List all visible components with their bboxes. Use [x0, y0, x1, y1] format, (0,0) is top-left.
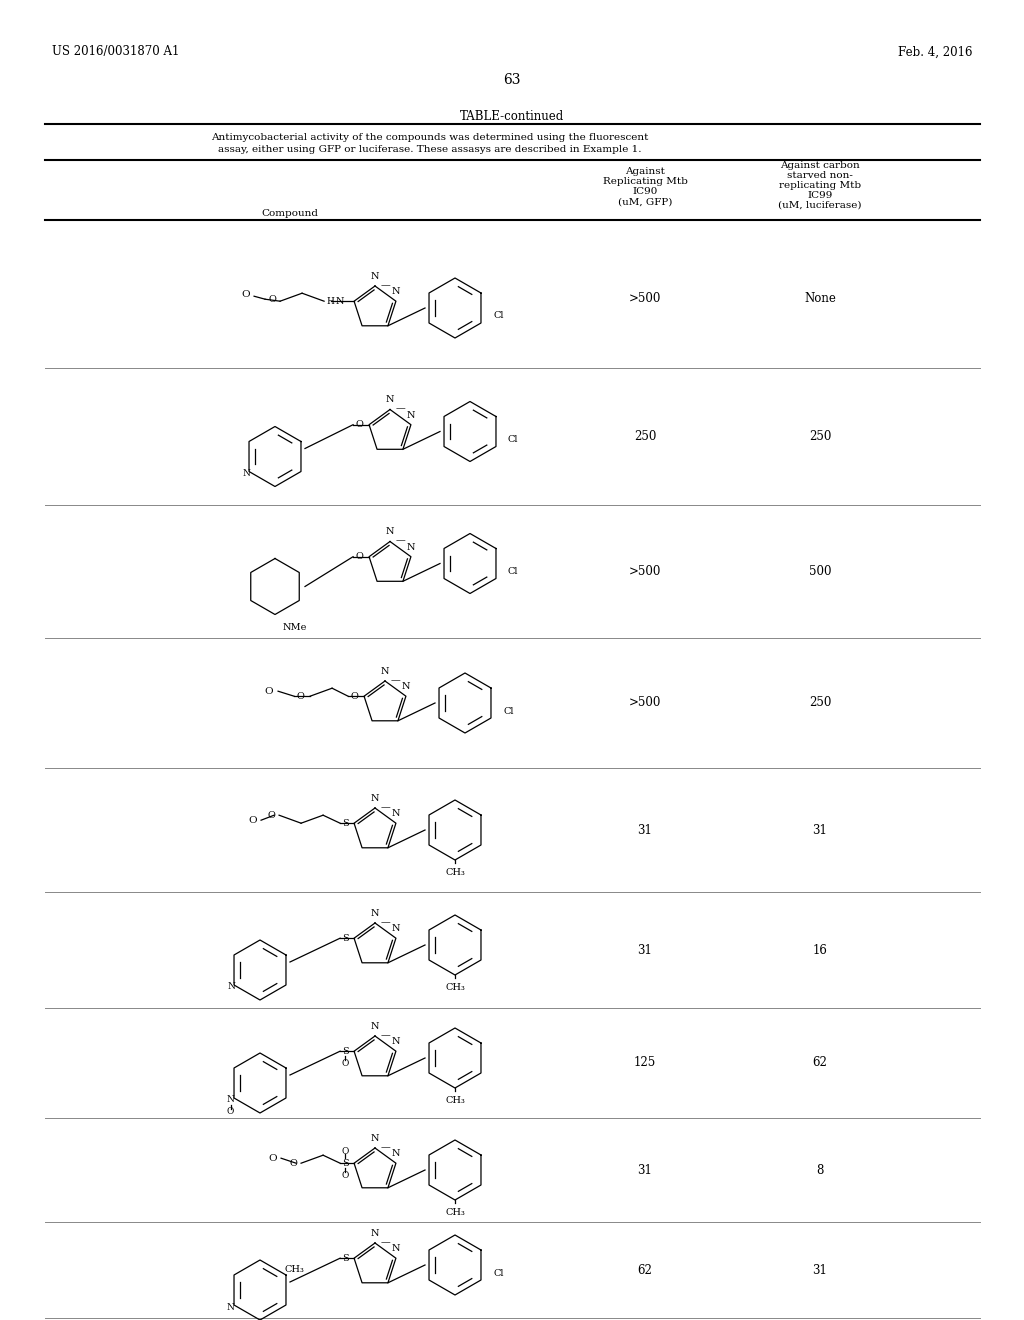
Text: N: N	[386, 528, 394, 536]
Text: —: —	[381, 1143, 390, 1152]
Text: N: N	[243, 469, 250, 478]
Text: 250: 250	[809, 430, 831, 444]
Text: —: —	[381, 919, 390, 927]
Text: N: N	[386, 396, 394, 404]
Text: O: O	[341, 1059, 349, 1068]
Text: N: N	[227, 982, 236, 991]
Text: 31: 31	[638, 1163, 652, 1176]
Text: N: N	[391, 1150, 400, 1158]
Text: O: O	[242, 289, 251, 298]
Text: 250: 250	[809, 697, 831, 710]
Text: assay, either using GFP or luciferase. These assasys are described in Example 1.: assay, either using GFP or luciferase. T…	[218, 145, 642, 154]
Text: Against: Against	[625, 168, 665, 177]
Text: H: H	[327, 297, 334, 306]
Text: N: N	[371, 1229, 379, 1238]
Text: >500: >500	[629, 565, 662, 578]
Text: starved non-: starved non-	[787, 170, 853, 180]
Text: CH₃: CH₃	[445, 1208, 465, 1217]
Text: N: N	[371, 1022, 379, 1031]
Text: S: S	[342, 818, 348, 828]
Text: (uM, GFP): (uM, GFP)	[617, 198, 672, 206]
Text: CH₃: CH₃	[285, 1266, 304, 1275]
Text: N: N	[226, 1096, 234, 1105]
Text: —: —	[390, 676, 400, 685]
Text: —: —	[395, 405, 406, 413]
Text: O: O	[249, 816, 257, 825]
Text: Cl: Cl	[503, 706, 513, 715]
Text: —: —	[381, 1238, 390, 1247]
Text: Cl: Cl	[508, 436, 518, 444]
Text: TABLE-continued: TABLE-continued	[460, 110, 564, 123]
Text: IC90: IC90	[632, 187, 657, 197]
Text: S: S	[342, 1159, 348, 1168]
Text: CH₃: CH₃	[445, 869, 465, 876]
Text: N: N	[391, 1038, 400, 1047]
Text: —: —	[381, 1031, 390, 1040]
Text: Feb. 4, 2016: Feb. 4, 2016	[897, 45, 972, 58]
Text: 31: 31	[813, 1263, 827, 1276]
Text: 125: 125	[634, 1056, 656, 1069]
Text: O: O	[341, 1147, 349, 1156]
Text: >500: >500	[629, 697, 662, 710]
Text: >500: >500	[629, 292, 662, 305]
Text: O: O	[341, 1171, 349, 1180]
Text: —: —	[381, 803, 390, 812]
Text: N: N	[371, 795, 379, 803]
Text: US 2016/0031870 A1: US 2016/0031870 A1	[52, 45, 179, 58]
Text: —: —	[395, 537, 406, 545]
Text: N: N	[371, 1134, 379, 1143]
Text: N: N	[336, 297, 344, 306]
Text: Antimycobacterial activity of the compounds was determined using the fluorescent: Antimycobacterial activity of the compou…	[211, 132, 648, 141]
Text: None: None	[804, 292, 836, 305]
Text: N: N	[391, 288, 400, 296]
Text: O: O	[268, 1154, 278, 1163]
Text: O: O	[268, 294, 276, 304]
Text: N: N	[401, 682, 411, 692]
Text: —: —	[381, 281, 390, 290]
Text: Cl: Cl	[508, 568, 518, 576]
Text: Compound: Compound	[261, 209, 318, 218]
Text: 8: 8	[816, 1163, 823, 1176]
Text: N: N	[226, 1303, 234, 1312]
Text: 250: 250	[634, 430, 656, 444]
Text: replicating Mtb: replicating Mtb	[779, 181, 861, 190]
Text: Cl: Cl	[493, 312, 504, 321]
Text: N: N	[391, 1245, 400, 1253]
Text: 31: 31	[813, 824, 827, 837]
Text: O: O	[227, 1107, 234, 1117]
Text: S: S	[342, 933, 348, 942]
Text: CH₃: CH₃	[445, 983, 465, 993]
Text: Cl: Cl	[493, 1269, 504, 1278]
Text: 62: 62	[638, 1263, 652, 1276]
Text: N: N	[407, 543, 415, 552]
Text: N: N	[381, 667, 389, 676]
Text: O: O	[267, 810, 275, 820]
Text: N: N	[371, 909, 379, 917]
Text: O: O	[289, 1159, 297, 1168]
Text: CH₃: CH₃	[445, 1096, 465, 1105]
Text: N: N	[391, 809, 400, 818]
Text: Against carbon: Against carbon	[780, 161, 860, 169]
Text: 16: 16	[813, 944, 827, 957]
Text: N: N	[407, 411, 415, 420]
Text: O: O	[350, 692, 358, 701]
Text: 31: 31	[638, 824, 652, 837]
Text: S: S	[342, 1254, 348, 1263]
Text: 500: 500	[809, 565, 831, 578]
Text: (uM, luciferase): (uM, luciferase)	[778, 201, 862, 210]
Text: 62: 62	[813, 1056, 827, 1069]
Text: N: N	[391, 924, 400, 933]
Text: 63: 63	[503, 73, 521, 87]
Text: O: O	[355, 552, 364, 561]
Text: O: O	[355, 420, 364, 429]
Text: O: O	[265, 686, 273, 696]
Text: 31: 31	[638, 944, 652, 957]
Text: S: S	[342, 1047, 348, 1056]
Text: O: O	[296, 692, 304, 701]
Text: NMe: NMe	[283, 623, 307, 631]
Text: N: N	[371, 272, 379, 281]
Text: Replicating Mtb: Replicating Mtb	[602, 177, 687, 186]
Text: IC99: IC99	[807, 190, 833, 199]
